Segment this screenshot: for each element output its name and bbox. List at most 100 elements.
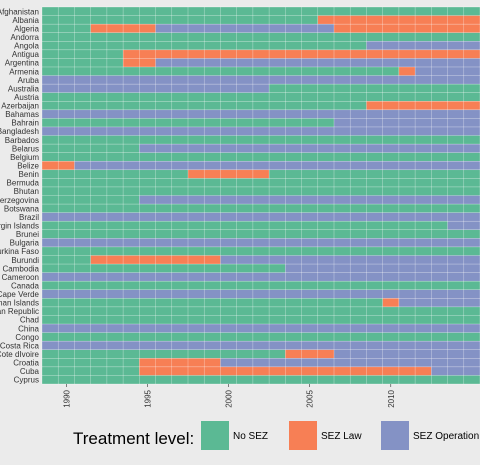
country-label: Bhutan: [14, 187, 39, 196]
country-label: Cote dIvoire: [0, 350, 40, 359]
x-tick-label: 2000: [225, 389, 234, 407]
heatmap-segment-none: [42, 255, 91, 265]
heatmap-segment-none: [42, 349, 286, 359]
heatmap-segment-none: [42, 281, 480, 290]
country-label: Bangladesh: [0, 127, 39, 136]
country-label: Argentina: [5, 59, 40, 68]
country-label: Canada: [11, 281, 40, 290]
legend-swatch-law: [289, 421, 317, 450]
country-label: Australia: [8, 84, 40, 93]
heatmap-segment-law: [334, 24, 480, 33]
legend-swatch-none: [201, 421, 229, 450]
country-label: Croatia: [13, 359, 39, 368]
heatmap-segment-none: [42, 246, 480, 256]
heatmap-segment-operation: [42, 126, 480, 136]
country-label: Albania: [12, 16, 39, 25]
heatmap-segment-none: [42, 49, 124, 59]
country-label: Belgium: [10, 153, 39, 162]
heatmap-segment-none: [42, 264, 286, 273]
heatmap-segment-operation: [431, 366, 480, 376]
country-label: Cayman Islands: [0, 299, 39, 308]
country-label: Bulgaria: [10, 239, 40, 248]
heatmap-segment-none: [269, 84, 480, 93]
heatmap-segment-none: [42, 32, 480, 42]
country-label: Barbados: [5, 136, 39, 145]
country-label: Afghanistan: [0, 7, 39, 16]
heatmap-segment-operation: [42, 272, 480, 282]
legend-title: Treatment level:: [73, 429, 194, 448]
heatmap-segment-law: [139, 358, 221, 367]
country-label: Brunei: [16, 230, 39, 239]
heatmap-segment-operation: [42, 75, 480, 85]
heatmap-segment-operation: [139, 144, 480, 153]
country-label: Algeria: [14, 24, 39, 33]
country-label: Botswana: [4, 204, 40, 213]
heatmap-segment-operation: [366, 41, 480, 50]
country-label: Belarus: [12, 144, 39, 153]
heatmap-segment-none: [42, 92, 480, 102]
heatmap-segment-none: [42, 298, 383, 307]
country-label: Cambodia: [3, 264, 40, 273]
country-label: Costa Rica: [0, 341, 40, 350]
country-label: Bosnia and Herzegovina: [0, 196, 40, 205]
heatmap-segment-none: [42, 24, 91, 33]
heatmap-segment-operation: [334, 349, 480, 359]
heatmap-segment-operation: [139, 195, 480, 205]
x-tick-label: 1995: [143, 389, 152, 407]
country-label: Aruba: [18, 76, 40, 85]
x-tick-label: 2005: [306, 389, 315, 407]
country-label: Angola: [14, 42, 39, 51]
heatmap-segment-operation: [42, 324, 480, 333]
heatmap-segment-none: [42, 332, 480, 342]
heatmap-segment-law: [366, 101, 480, 110]
x-tick-label: 1990: [62, 389, 71, 407]
heatmap-segment-operation: [155, 24, 334, 33]
country-label: Burundi: [11, 256, 39, 265]
x-axis: 1990 1995 2000 2005 2010: [62, 384, 396, 408]
heatmap-segment-none: [42, 152, 480, 162]
country-label: Bermuda: [7, 179, 40, 188]
heatmap-segment-none: [42, 375, 480, 384]
country-label: Cuba: [20, 367, 40, 376]
heatmap-segment-none: [42, 58, 124, 67]
country-label: Armenia: [9, 67, 39, 76]
country-label: Belize: [17, 162, 39, 171]
country-label: British Virgin Islands: [0, 221, 39, 230]
legend-label-operation: SEZ Operation: [413, 431, 479, 442]
heatmap-segment-operation: [42, 238, 480, 247]
country-label: Congo: [15, 333, 39, 342]
heatmap-segment-law: [188, 169, 270, 179]
legend: Treatment level: No SEZ SEZ Law SEZ Operat…: [73, 421, 479, 450]
x-tick-label: 2010: [387, 389, 396, 407]
heatmap-segment-operation: [42, 109, 480, 119]
heatmap-cells: [42, 7, 480, 384]
grid-lines: [41, 6, 480, 385]
heatmap-segment-none: [269, 169, 480, 179]
heatmap-segment-none: [42, 229, 480, 239]
heatmap-segment-operation: [42, 289, 480, 299]
heatmap-segment-none: [42, 135, 480, 145]
heatmap-segment-none: [42, 15, 318, 25]
country-label: Andorra: [11, 33, 40, 42]
heatmap-segment-operation: [398, 298, 480, 307]
country-label: Burkina Faso: [0, 247, 40, 256]
country-label: Austria: [14, 93, 39, 102]
legend-label-none: No SEZ: [233, 431, 268, 442]
country-label: Cameroon: [2, 273, 39, 282]
heatmap-segment-none: [42, 204, 480, 213]
legend-swatch-operation: [381, 421, 409, 450]
country-label: Cape Verde: [0, 290, 40, 299]
heatmap-segment-none: [42, 178, 480, 187]
country-label: Bahrain: [11, 119, 39, 128]
country-label: Benin: [19, 170, 39, 179]
heatmap-segment-law: [382, 298, 399, 307]
heatmap-segment-none: [42, 221, 448, 230]
country-label: Chad: [20, 316, 39, 325]
heatmap-segment-operation: [334, 118, 480, 127]
heatmap-segment-none: [42, 186, 480, 196]
heatmap-segment-law: [285, 349, 334, 359]
heatmap-segment-law: [398, 66, 416, 76]
country-label: Cyprus: [14, 376, 39, 385]
country-label: China: [18, 324, 39, 333]
